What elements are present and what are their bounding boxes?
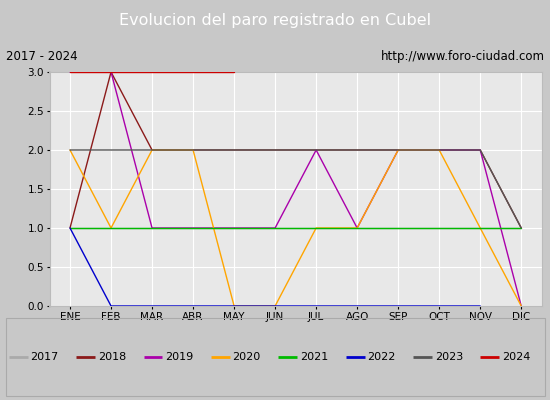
Text: 2024: 2024: [502, 352, 530, 362]
Text: 2017: 2017: [30, 352, 59, 362]
Text: 2019: 2019: [165, 352, 194, 362]
Text: 2017 - 2024: 2017 - 2024: [6, 50, 77, 63]
Text: Evolucion del paro registrado en Cubel: Evolucion del paro registrado en Cubel: [119, 14, 431, 28]
Text: 2023: 2023: [434, 352, 463, 362]
Text: 2020: 2020: [233, 352, 261, 362]
Text: 2022: 2022: [367, 352, 395, 362]
Text: 2021: 2021: [300, 352, 328, 362]
Text: 2018: 2018: [98, 352, 126, 362]
Text: http://www.foro-ciudad.com: http://www.foro-ciudad.com: [381, 50, 544, 63]
